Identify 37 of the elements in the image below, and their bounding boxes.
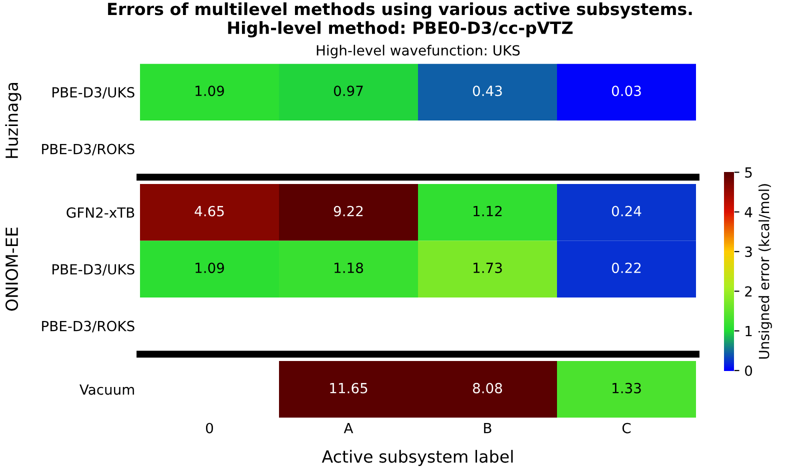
color-bar-label: 1 (746, 326, 752, 336)
y-tick-label: PBE-D3/UKS (52, 87, 134, 99)
y-tick-label: GFN2-xTB (66, 207, 134, 218)
data-label: 1.18 (334, 262, 364, 274)
y-tick-label: Vacuum (80, 384, 134, 395)
y-axis-title: Huzinaga (5, 82, 22, 158)
data-label: 0.22 (612, 262, 641, 274)
color-bar-title: Unsigned error (kcal/mol) (758, 184, 772, 359)
color-bar-label: 4 (744, 207, 752, 218)
color-bar-label: 0 (745, 365, 752, 376)
x-axis-title: Active subsystem label (322, 450, 513, 466)
chart-title: Errors of multilevel methods using various active subsystems. High-level method: PBE0-D3/cc-pVTZ (108, 2, 692, 38)
data-label: 0.97 (334, 86, 363, 96)
data-label: 0.03 (612, 86, 641, 96)
data-label: 1.09 (196, 262, 224, 274)
x-tick-label: 0 (206, 422, 213, 434)
data-label: 4.65 (194, 206, 224, 216)
data-label: 1.09 (196, 86, 224, 96)
data-label: 1.33 (612, 382, 641, 394)
y-tick-label: PBE-D3/ROKS (42, 320, 134, 332)
x-tick-label: B (484, 423, 492, 434)
y-tick-label: PBE-D3/ROKS (42, 144, 134, 156)
color-bar-label: 5 (745, 167, 752, 178)
data-label: 1.12 (474, 206, 502, 216)
data-label: 8.08 (472, 382, 502, 394)
color-bar-label: 2 (745, 286, 752, 296)
data-label: 0.43 (472, 86, 502, 96)
y-tick-label: PBE-D3/UKS (52, 264, 134, 276)
y-axis-title: ONIOM-EE (5, 228, 18, 311)
data-label: 0.24 (612, 206, 642, 216)
x-tick-label: A (344, 423, 354, 434)
data-label: 1.73 (474, 262, 502, 274)
data-label: 11.65 (330, 382, 368, 394)
x-tick-label: C (622, 422, 631, 434)
data-label: 9.22 (334, 206, 363, 216)
color-bar-label: 3 (745, 246, 752, 258)
chart-subtitle: High-level wavefunction: UKS (316, 44, 520, 58)
